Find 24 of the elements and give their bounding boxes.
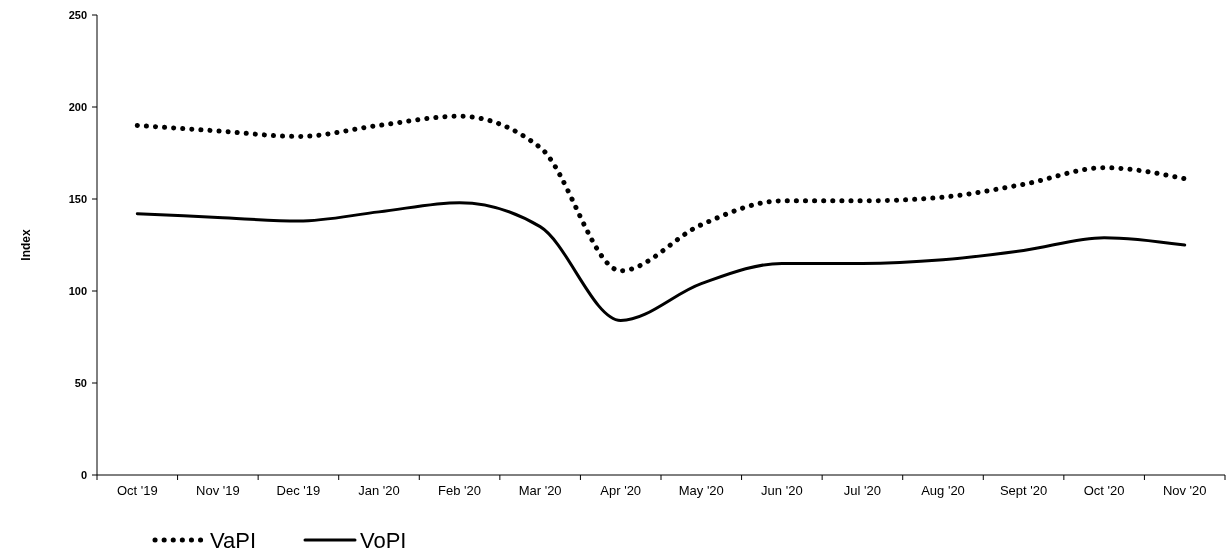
legend-label: VoPI	[360, 527, 407, 553]
y-tick-label: 0	[80, 468, 87, 481]
x-tick-label: Oct '20	[1083, 483, 1125, 498]
x-tick-label: Apr '20	[600, 483, 642, 498]
x-tick-label: Jul '20	[843, 483, 882, 498]
x-tick-label: Jun '20	[761, 483, 803, 498]
legend-label: VaPI	[210, 527, 257, 553]
y-tick-label: 250	[68, 8, 87, 21]
x-tick-label: Sept '20	[999, 483, 1048, 498]
x-tick-label: May '20	[678, 483, 724, 498]
x-tick-label: Aug '20	[921, 483, 965, 498]
x-tick-label: Nov '20	[1162, 483, 1207, 498]
y-tick-label: 150	[68, 192, 87, 205]
x-tick-label: Jan '20	[358, 483, 400, 498]
y-tick-label: 50	[74, 376, 87, 389]
y-axis-title: Index	[19, 229, 33, 261]
x-tick-label: Feb '20	[438, 483, 482, 498]
x-tick-label: Oct '19	[116, 483, 158, 498]
y-tick-label: 200	[68, 100, 87, 113]
x-tick-label: Nov '19	[196, 483, 240, 498]
y-tick-label: 100	[68, 284, 87, 297]
x-tick-label: Dec '19	[276, 483, 321, 498]
line-series	[135, 201, 1187, 322]
x-tick-label: Mar '20	[518, 483, 562, 498]
